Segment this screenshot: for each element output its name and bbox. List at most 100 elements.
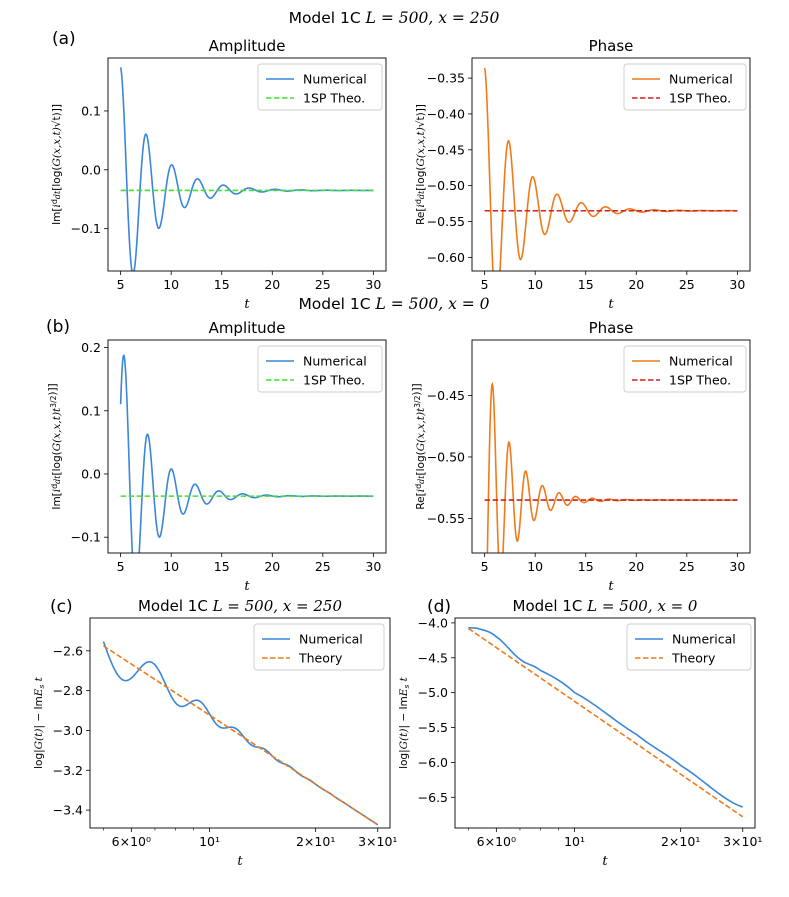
x-tick-label: 6×10⁰ (112, 834, 151, 849)
legend-label: Numerical (299, 632, 363, 647)
y-tick-label: 0.0 (81, 162, 101, 177)
plot-frame (89, 617, 391, 829)
chart-title: Model 1C L = 500, x = 0 (513, 597, 698, 615)
y-tick-label: −0.40 (427, 106, 465, 121)
panel-letter-c: (c) (50, 597, 73, 617)
plot-frame (107, 339, 387, 554)
y-tick-label: −0.55 (427, 214, 465, 229)
panel-letter-d: (d) (427, 597, 451, 617)
x-tick-label: 10 (527, 559, 543, 574)
x-tick-label: 10 (163, 277, 179, 292)
legend-label: Theory (671, 651, 716, 666)
y-tick-label: −0.50 (427, 178, 465, 193)
legend-box (257, 345, 383, 393)
y-tick-label: −4.5 (418, 650, 448, 665)
x-tick-label: 20 (628, 559, 644, 574)
series-line-theory (102, 645, 379, 826)
x-tick-label: 6×10⁰ (477, 834, 516, 849)
x-tick-label: 10 (527, 277, 543, 292)
x-tick-label: 20 (264, 277, 280, 292)
y-tick-label: −0.45 (427, 388, 465, 403)
x-tick-label: 30 (729, 559, 745, 574)
plot-frame (107, 57, 387, 272)
legend-box (257, 63, 383, 111)
plot-frame (471, 339, 751, 554)
x-tick-label: 2×10¹ (296, 834, 335, 849)
x-tick-label: 30 (365, 559, 381, 574)
chart-title: Model 1C L = 500, x = 250 (138, 597, 342, 615)
x-axis-label: t (244, 579, 250, 594)
y-axis-label: Im[iddt[log(G(x,x,t)√t)]] (50, 104, 63, 225)
x-tick-label: 25 (679, 277, 695, 292)
panel-letter-a: (a) (52, 29, 76, 49)
y-tick-label: −0.35 (427, 71, 465, 86)
x-tick-label: 5 (481, 559, 489, 574)
y-tick-label: −5.0 (418, 685, 448, 700)
suptitle-mid: Model 1C L = 500, x = 0 (298, 295, 489, 313)
legend-label: 1SP Theo. (669, 373, 731, 388)
legend-label: Numerical (303, 354, 367, 369)
y-tick-label: −0.1 (71, 221, 101, 236)
x-tick-label: 3×10¹ (723, 834, 762, 849)
y-tick-label: −5.5 (418, 720, 448, 735)
x-tick-label: 20 (264, 559, 280, 574)
chart-d-loglog: Model 1C L = 500, x = 0 6×10⁰ 10¹ 2×10¹ 3×10… (398, 597, 762, 869)
x-tick-label: 15 (214, 277, 230, 292)
x-axis-label: t (608, 297, 614, 312)
y-tick-label: −3.2 (53, 763, 83, 778)
series-line-numerical (468, 626, 743, 808)
legend-label: 1SP Theo. (303, 373, 365, 388)
chart-title: Amplitude (209, 37, 286, 55)
y-tick-label: −0.50 (427, 449, 465, 464)
legend-label: Numerical (669, 354, 733, 369)
y-axis-label: log|G(t)| − ImEs t (33, 676, 46, 769)
chart-title: Amplitude (209, 319, 286, 337)
x-tick-label: 5 (117, 277, 125, 292)
x-tick-label: 10¹ (199, 834, 220, 849)
y-tick-label: 0.2 (81, 340, 101, 355)
plot-frame (454, 617, 756, 829)
y-tick-label: −0.55 (427, 511, 465, 526)
chart-c-loglog: Model 1C L = 500, x = 250 6×10⁰ 10¹ 2×10¹ 3×… (33, 597, 397, 869)
legend-box (626, 623, 752, 671)
x-axis-label: t (608, 579, 614, 594)
legend-box (623, 63, 747, 111)
series-line-numerical (486, 381, 738, 553)
x-tick-label: 25 (679, 559, 695, 574)
suptitle-top: Model 1C L = 500, x = 250 (289, 9, 500, 27)
legend-label: Numerical (669, 72, 733, 87)
x-tick-label: 25 (315, 559, 331, 574)
x-axis-label: t (237, 854, 243, 869)
legend-label: Theory (298, 651, 343, 666)
y-tick-label: −0.45 (427, 142, 465, 157)
x-tick-label: 25 (315, 277, 331, 292)
x-tick-label: 2×10¹ (661, 834, 700, 849)
plot-frame (471, 57, 751, 272)
x-tick-label: 3×10¹ (358, 834, 397, 849)
chart-a-phase: Phase 5 10 15 20 25 30 −0.60 −0.55 −0.50 −0.45 −0.4… (414, 37, 751, 312)
y-tick-label: −0.60 (427, 250, 465, 265)
y-axis-label: Re[iddt[log(G(x,x,t)√t)]] (414, 104, 427, 225)
y-tick-label: 0.0 (81, 466, 101, 481)
y-tick-label: −6.0 (418, 755, 448, 770)
x-tick-label: 5 (481, 277, 489, 292)
legend-box (623, 345, 747, 393)
y-axis-label: Re[iddt[log(G(x,x,t)t3/2)]] (411, 383, 427, 509)
y-tick-label: −2.8 (53, 683, 83, 698)
x-tick-label: 10¹ (564, 834, 585, 849)
x-tick-label: 15 (578, 277, 594, 292)
legend-label: 1SP Theo. (669, 91, 731, 106)
y-tick-label: −4.0 (418, 615, 448, 630)
x-tick-label: 10 (163, 559, 179, 574)
chart-title: Phase (589, 319, 634, 337)
panel-letter-b: (b) (46, 317, 70, 337)
legend-label: Numerical (303, 72, 367, 87)
chart-a-amplitude: Amplitude 5 10 15 20 25 30 −0.1 0.0 0.1 t Im[iddt[l… (50, 37, 387, 312)
chart-title: Phase (589, 37, 634, 55)
y-axis-label: log|G(t)| − ImEs t (398, 676, 411, 769)
legend-label: Numerical (672, 632, 736, 647)
y-tick-label: −6.5 (418, 790, 448, 805)
x-axis-label: t (602, 854, 608, 869)
x-tick-label: 20 (628, 277, 644, 292)
